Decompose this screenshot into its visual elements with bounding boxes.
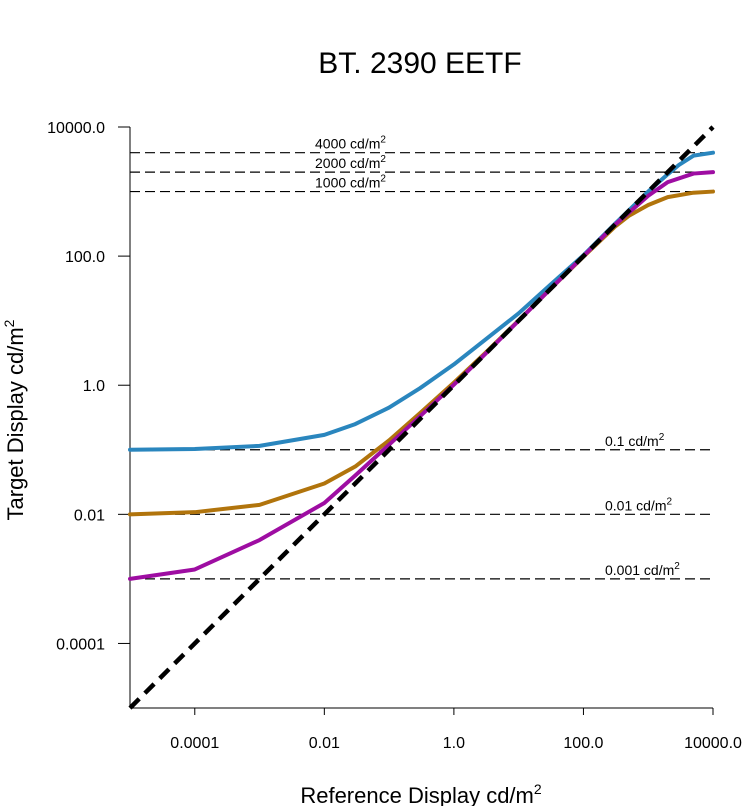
reference-line-label: 1000 cd/m2	[315, 174, 386, 191]
y-axis-label-sup: 2	[1, 319, 17, 327]
reference-line-label: 2000 cd/m2	[315, 154, 386, 171]
y-tick-label: 100.0	[65, 249, 105, 266]
identity-line	[130, 127, 713, 708]
y-tick-label: 1.0	[83, 378, 105, 395]
reference-line-label: 0.1 cd/m2	[605, 432, 665, 449]
x-tick-label: 100.0	[563, 735, 603, 752]
x-tick-label: 10000.0	[684, 735, 742, 752]
series-line	[130, 153, 713, 450]
reference-line-label: 0.001 cd/m2	[605, 561, 680, 578]
x-tick-label: 0.01	[309, 735, 340, 752]
x-axis-label-text: Reference Display cd/m	[300, 783, 534, 806]
reference-line-label: 0.01 cd/m2	[605, 496, 672, 513]
series-line	[130, 192, 713, 515]
series-lines	[130, 127, 713, 708]
x-tick-label: 0.0001	[170, 735, 219, 752]
x-tick-label: 1.0	[443, 735, 465, 752]
y-ticks: 0.0001 0.01 1.0 100.0 10000.0	[47, 120, 130, 653]
y-tick-label: 0.01	[74, 507, 105, 524]
chart-title: BT. 2390 EETF	[318, 47, 521, 80]
x-axis-label: Reference Display cd/m2	[300, 781, 542, 806]
series-line	[130, 172, 713, 579]
y-tick-label: 0.0001	[56, 636, 105, 653]
y-tick-label: 10000.0	[47, 120, 105, 137]
y-axis-label-text: Target Display cd/m	[3, 327, 28, 520]
y-axis-label: Target Display cd/m2	[1, 319, 28, 520]
reference-line-label: 4000 cd/m2	[315, 135, 386, 152]
x-axis-label-sup: 2	[534, 781, 542, 797]
x-ticks: 0.0001 0.01 1.0 100.0 10000.0	[170, 708, 742, 752]
reference-lines: 4000 cd/m2 2000 cd/m2 1000 cd/m2 0.1 cd/m2 0…	[130, 135, 713, 579]
